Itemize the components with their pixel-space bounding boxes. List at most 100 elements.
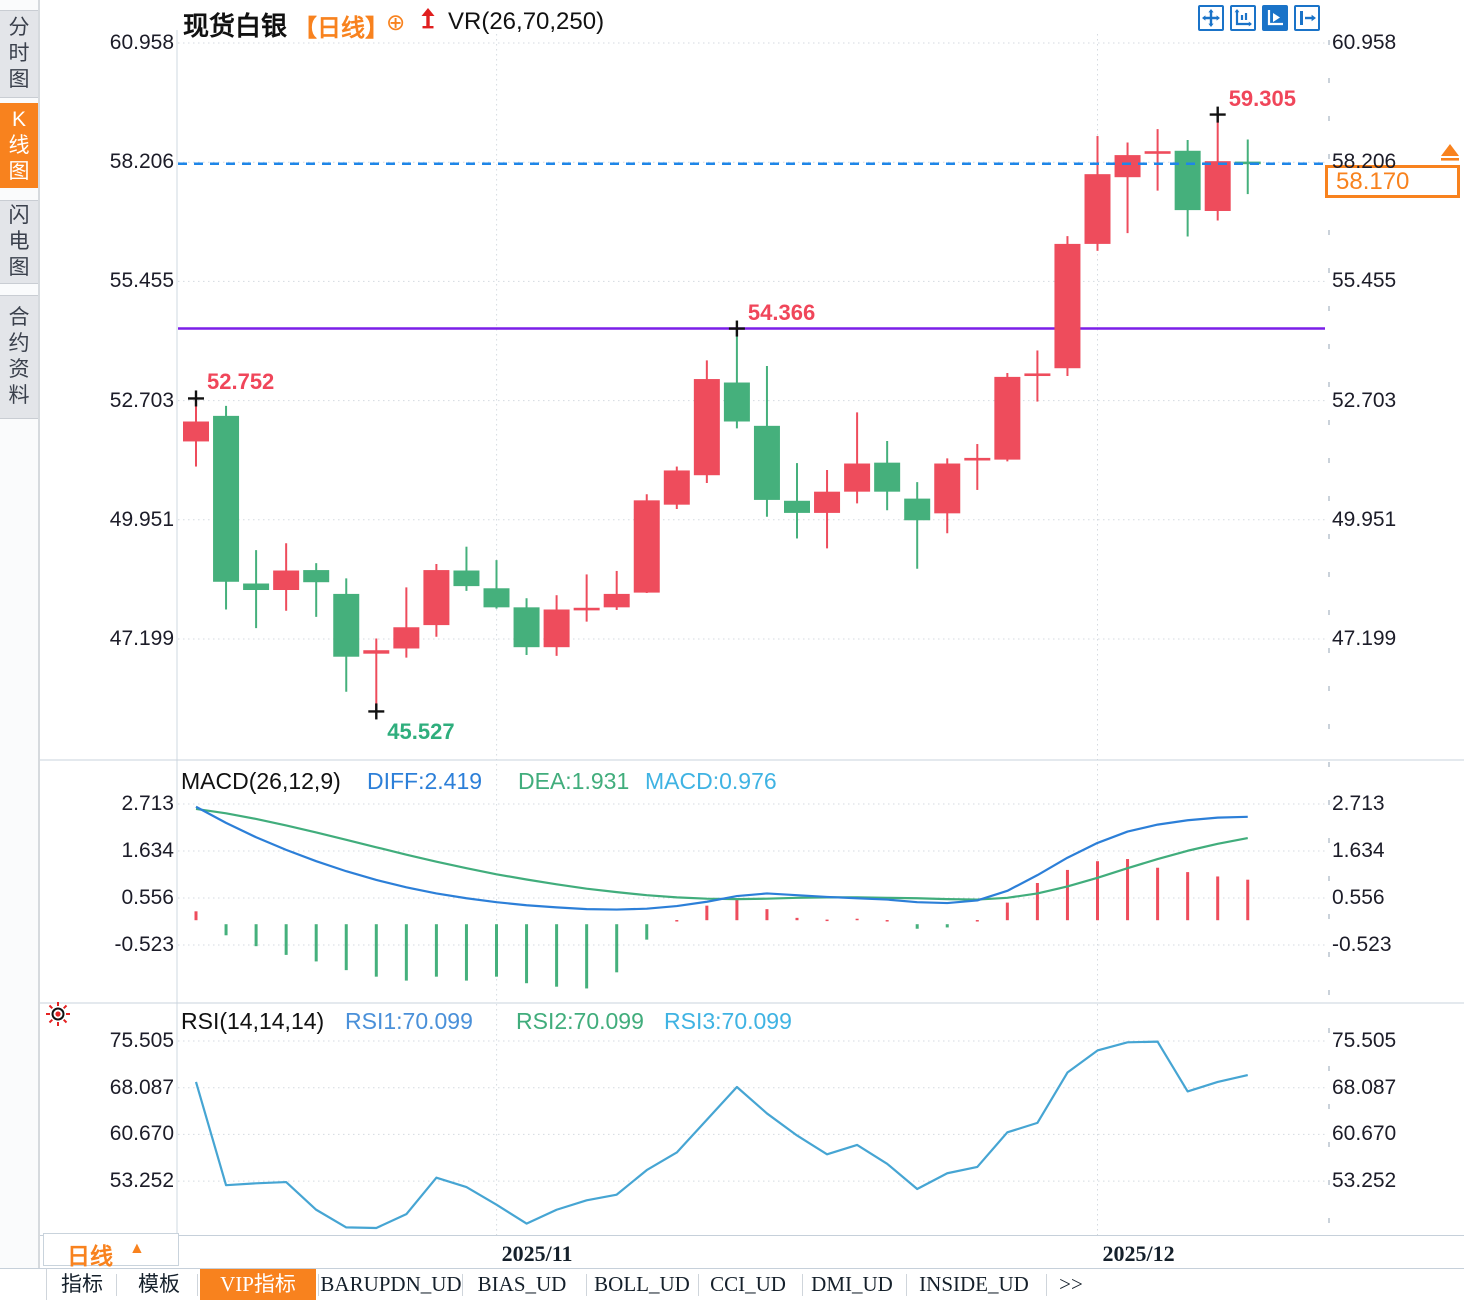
rsi-axis-label: 68.087 bbox=[1332, 1075, 1397, 1099]
tab-divider bbox=[586, 1274, 587, 1296]
candle[interactable] bbox=[784, 463, 810, 539]
chart-style-button[interactable] bbox=[1262, 5, 1288, 31]
candle[interactable] bbox=[393, 587, 420, 658]
indicator-tab-5[interactable]: BIAS_UD bbox=[477, 1272, 567, 1296]
price-axis-label: 55.455 bbox=[109, 269, 174, 293]
candle[interactable] bbox=[363, 638, 390, 712]
candle[interactable] bbox=[1174, 139, 1201, 237]
symbol-title: 现货白银 bbox=[183, 11, 288, 41]
price-axis-label: 58.206 bbox=[109, 150, 174, 174]
candle[interactable] bbox=[844, 412, 871, 504]
pan-crosshair-button[interactable] bbox=[1198, 5, 1224, 31]
rsi-title[interactable]: RSI(14,14,14) bbox=[181, 1008, 325, 1034]
candle[interactable] bbox=[964, 444, 991, 490]
candle[interactable] bbox=[573, 574, 600, 622]
candle[interactable] bbox=[934, 458, 961, 534]
candle[interactable] bbox=[753, 366, 780, 517]
candle[interactable] bbox=[603, 570, 630, 610]
sidebar-tab-char: 闪 bbox=[8, 204, 30, 227]
rsi-axis-label: 75.505 bbox=[109, 1029, 174, 1052]
indicator-tab-9[interactable]: INSIDE_UD bbox=[919, 1272, 1029, 1296]
candle[interactable] bbox=[423, 564, 450, 637]
indicator-tab-2[interactable]: 模板 bbox=[138, 1272, 180, 1296]
candle[interactable] bbox=[303, 563, 330, 617]
candle[interactable] bbox=[1054, 236, 1081, 377]
rsi-axis-label: 60.670 bbox=[1332, 1122, 1397, 1146]
price-axis-label: 52.703 bbox=[109, 388, 174, 412]
price-axis-label: 52.703 bbox=[1332, 388, 1397, 412]
rsi-axis-label: 75.505 bbox=[1332, 1029, 1397, 1052]
macd-axis-label: -0.523 bbox=[114, 933, 174, 956]
indicator-tab-3[interactable]: VIP指标 bbox=[200, 1269, 316, 1300]
price-axis-label: 58.206 bbox=[1332, 150, 1397, 174]
chevron-up-icon: ▲ bbox=[129, 1240, 145, 1257]
macd-series bbox=[194, 805, 1250, 989]
axis-scale-button[interactable] bbox=[1230, 5, 1256, 31]
macd-axis-label: 0.556 bbox=[121, 886, 174, 909]
sidebar-tab-char: 资 bbox=[8, 358, 30, 381]
candle[interactable] bbox=[453, 546, 480, 591]
rsi-axis-label: 68.087 bbox=[109, 1075, 174, 1099]
candle[interactable] bbox=[1234, 139, 1261, 195]
candle[interactable] bbox=[1084, 136, 1111, 251]
indicator-tab-7[interactable]: CCI_UD bbox=[710, 1272, 786, 1296]
sidebar-tab-char: 线 bbox=[8, 133, 30, 157]
candle[interactable] bbox=[1024, 350, 1051, 402]
sidebar-tab-4[interactable]: 合约资料 bbox=[0, 295, 38, 419]
candle[interactable] bbox=[543, 595, 570, 656]
indicator-tab-6[interactable]: BOLL_UD bbox=[594, 1272, 690, 1296]
candle[interactable] bbox=[814, 470, 841, 549]
macd-axis-label: 2.713 bbox=[1332, 792, 1385, 815]
macd-axis-label: 1.634 bbox=[1332, 839, 1385, 862]
candle[interactable] bbox=[904, 482, 931, 569]
candle[interactable] bbox=[693, 360, 720, 484]
indicator-tab-1[interactable]: 指标 bbox=[61, 1272, 103, 1296]
candle[interactable] bbox=[1204, 114, 1231, 221]
time-axis bbox=[40, 1235, 1464, 1269]
candle[interactable] bbox=[333, 578, 360, 692]
up-arrow-icon bbox=[421, 8, 435, 29]
candle[interactable] bbox=[1144, 129, 1171, 191]
candle[interactable] bbox=[513, 598, 540, 655]
macd-title[interactable]: MACD(26,12,9) bbox=[181, 768, 341, 794]
indicator-locate-icon[interactable] bbox=[44, 1000, 72, 1028]
period-selector-button[interactable]: 日线 ▲ bbox=[43, 1233, 179, 1269]
sidebar-tab-3[interactable]: 闪电图 bbox=[0, 200, 38, 284]
candle[interactable] bbox=[213, 405, 240, 610]
indicator-tab-8[interactable]: DMI_UD bbox=[811, 1272, 893, 1296]
sidebar-tab-char: 合 bbox=[8, 306, 30, 329]
overlay-indicator-label[interactable]: VR(26,70,250) bbox=[448, 8, 605, 35]
price-axis-label: 47.199 bbox=[109, 627, 174, 650]
candle[interactable] bbox=[723, 328, 750, 429]
candle[interactable] bbox=[183, 398, 209, 467]
macd-axis-label: 1.634 bbox=[121, 839, 174, 862]
extreme-marker bbox=[728, 320, 745, 337]
candlestick-series bbox=[183, 114, 1261, 712]
extreme-marker bbox=[368, 703, 385, 720]
last-price-badge: 58.170 bbox=[1325, 165, 1460, 198]
price-axis-label: 49.951 bbox=[109, 507, 174, 531]
candle[interactable] bbox=[1114, 142, 1141, 234]
sidebar-tab-char: 图 bbox=[8, 256, 30, 279]
circle-plus-icon[interactable]: ⊕ bbox=[386, 9, 406, 35]
candle[interactable] bbox=[874, 440, 901, 511]
candle[interactable] bbox=[994, 372, 1021, 462]
tab-divider bbox=[197, 1274, 198, 1296]
candle[interactable] bbox=[483, 560, 510, 609]
collapse-right-button[interactable] bbox=[1294, 5, 1320, 31]
period-tag[interactable]: 【日线】 bbox=[293, 15, 389, 42]
extreme-marker bbox=[188, 390, 204, 407]
candle[interactable] bbox=[633, 494, 660, 594]
price-axis-label: 49.951 bbox=[1332, 507, 1397, 531]
macd-axis-label: 2.713 bbox=[121, 792, 174, 815]
candle[interactable] bbox=[663, 466, 690, 510]
candle[interactable] bbox=[243, 550, 270, 629]
sidebar-tab-1[interactable]: 分时图 bbox=[0, 10, 38, 98]
indicator-tab-4[interactable]: BARUPDN_UD bbox=[320, 1272, 462, 1296]
candle[interactable] bbox=[273, 543, 300, 611]
indicator-tab-10[interactable]: >> bbox=[1059, 1272, 1083, 1296]
tab-divider bbox=[116, 1274, 117, 1296]
